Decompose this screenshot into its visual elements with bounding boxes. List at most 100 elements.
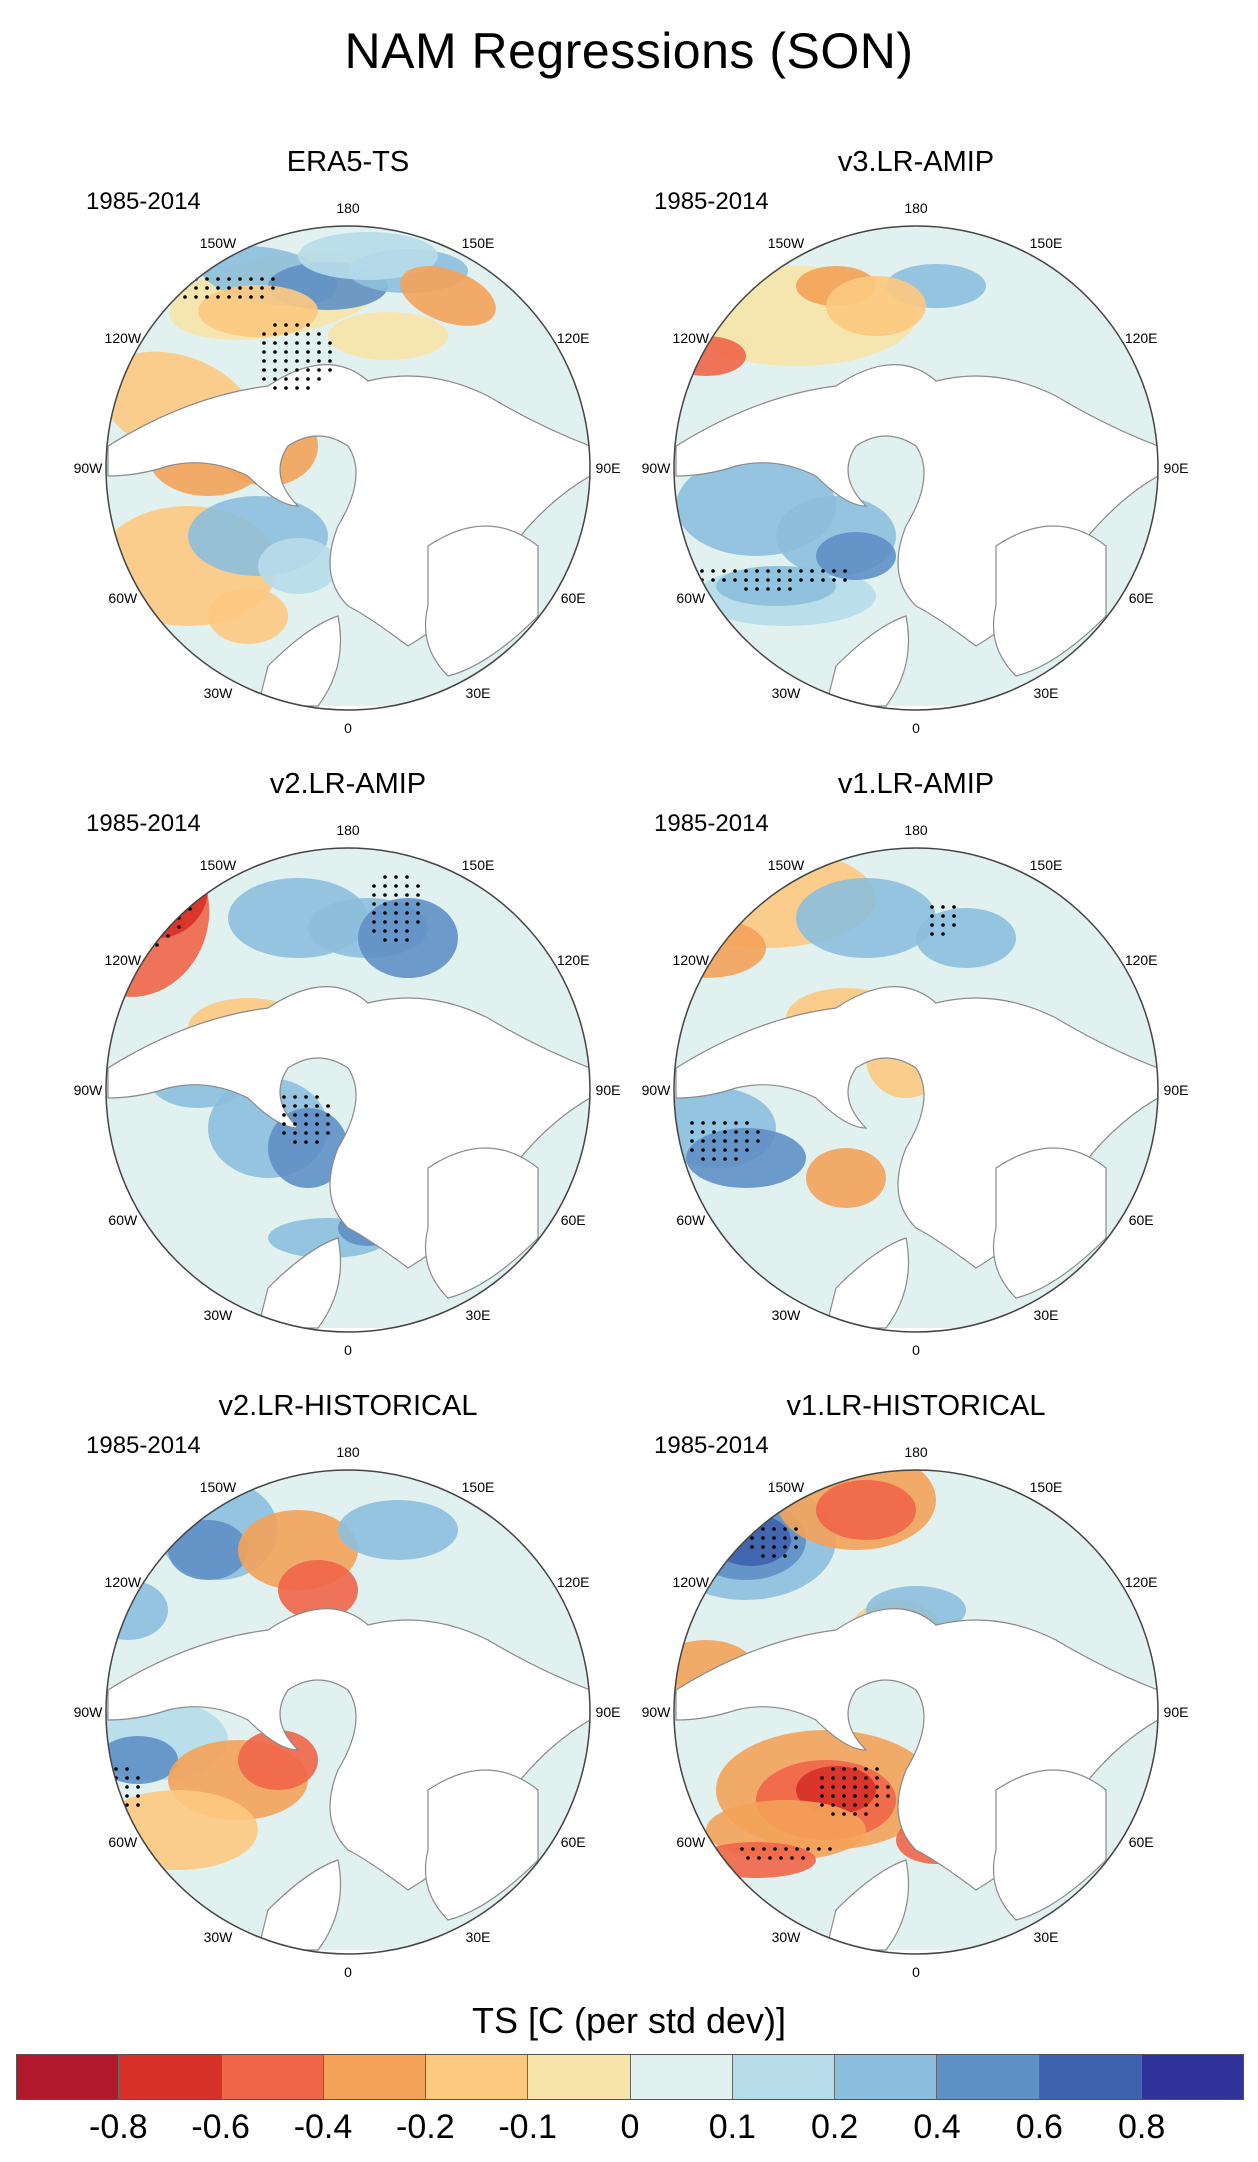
- significance-dot: [188, 898, 192, 902]
- significance-dot: [114, 1794, 118, 1798]
- panel-period: 1985-2014: [654, 810, 769, 837]
- longitude-label: 150E: [1030, 1479, 1063, 1495]
- significance-dot: [712, 1121, 716, 1125]
- significance-dot: [794, 1545, 798, 1549]
- colorbar-box: [17, 2055, 120, 2099]
- significance-dot: [701, 1157, 705, 1161]
- map-panel-v2-lr-amip: v2.LR-AMIP 1985-2014 180 150E 120E 90E 60E 30…: [68, 768, 628, 1358]
- longitude-label: 90E: [596, 460, 621, 476]
- significance-dot: [853, 1785, 857, 1789]
- longitude-label: 30E: [466, 1929, 491, 1945]
- longitude-label: 120E: [557, 1574, 590, 1590]
- significance-dot: [136, 1785, 140, 1789]
- significance-dot: [712, 1148, 716, 1152]
- significance-dot: [315, 1122, 319, 1126]
- significance-dot: [133, 916, 137, 920]
- significance-dot: [177, 898, 181, 902]
- longitude-label: 30W: [772, 1307, 802, 1323]
- map-fill: [106, 1470, 590, 1951]
- significance-dot: [293, 1095, 297, 1099]
- colorbar-box: [1141, 2055, 1243, 2099]
- significance-dot: [122, 889, 126, 893]
- significance-dot: [155, 853, 159, 857]
- significance-dot: [794, 1527, 798, 1531]
- significance-dot: [144, 862, 148, 866]
- significance-dot: [306, 341, 310, 345]
- anomaly-region: [168, 1520, 248, 1580]
- anomaly-region: [198, 285, 318, 337]
- significance-dot: [273, 341, 277, 345]
- longitude-label: 0: [344, 720, 352, 736]
- significance-dot: [875, 1794, 879, 1798]
- significance-dot: [282, 1104, 286, 1108]
- significance-dot: [177, 907, 181, 911]
- significance-dot: [317, 377, 321, 381]
- significance-dot: [284, 368, 288, 372]
- significance-dot: [262, 341, 266, 345]
- significance-dot: [772, 1536, 776, 1540]
- longitude-label: 30E: [466, 685, 491, 701]
- significance-dot: [853, 1812, 857, 1816]
- significance-dot: [761, 1536, 765, 1540]
- map-panel-v2-lr-historical: v2.LR-HISTORICAL 1985-2014 180 150E 120E 90…: [68, 1390, 628, 1980]
- polar-map: 180 150E 120E 90E 60E 30E 0 30W 60W 90W 120W 150W: [74, 200, 621, 736]
- longitude-label: 90E: [596, 1082, 621, 1098]
- map-panel-v1-lr-amip: v1.LR-AMIP 1985-2014 180 150E 120E 90E 60E 30…: [636, 768, 1196, 1358]
- significance-dot: [416, 920, 420, 924]
- significance-dot: [122, 880, 126, 884]
- significance-dot: [315, 1095, 319, 1099]
- significance-dot: [744, 578, 748, 582]
- significance-dot: [394, 911, 398, 915]
- significance-dot: [271, 286, 275, 290]
- significance-dot: [383, 884, 387, 888]
- significance-dot: [941, 905, 945, 909]
- significance-dot: [416, 884, 420, 888]
- significance-dot: [282, 1131, 286, 1135]
- polar-map: 180 150E 120E 90E 60E 30E 0 30W 60W 90W 120W 150W: [74, 1444, 621, 1980]
- significance-dot: [133, 907, 137, 911]
- map-border: [105, 847, 591, 1333]
- significance-dot: [155, 880, 159, 884]
- significance-dot: [326, 1131, 330, 1135]
- significance-dot: [842, 1803, 846, 1807]
- anomaly-region: [268, 1108, 348, 1188]
- significance-dot: [144, 871, 148, 875]
- significance-dot: [755, 587, 759, 591]
- significance-dot: [326, 1104, 330, 1108]
- panel-title: ERA5-TS: [286, 146, 410, 178]
- colorbar-box: [732, 2055, 835, 2099]
- significance-dot: [768, 1856, 772, 1860]
- map-fill: [106, 226, 590, 707]
- panel-title: v1.LR-HISTORICAL: [786, 1390, 1046, 1422]
- colorbar-box: [630, 2055, 733, 2099]
- significance-dot: [394, 929, 398, 933]
- significance-dot: [284, 323, 288, 327]
- significance-dot: [315, 1131, 319, 1135]
- land-mask: [424, 1147, 539, 1299]
- significance-dot: [295, 359, 299, 363]
- longitude-label: 150E: [1030, 235, 1063, 251]
- significance-dot: [260, 286, 264, 290]
- significance-dot: [133, 880, 137, 884]
- significance-dot: [304, 1122, 308, 1126]
- longitude-label: 60W: [676, 1212, 706, 1228]
- significance-dot: [273, 350, 277, 354]
- significance-dot: [238, 286, 242, 290]
- anomaly-region: [711, 1514, 791, 1566]
- significance-dot: [810, 569, 814, 573]
- significance-dot: [122, 925, 126, 929]
- significance-dot: [711, 578, 715, 582]
- significance-dot: [293, 1131, 297, 1135]
- significance-dot: [930, 905, 934, 909]
- longitude-label: 120W: [105, 952, 142, 968]
- anomaly-region: [400, 266, 496, 326]
- significance-dot: [842, 1794, 846, 1798]
- significance-dot: [155, 925, 159, 929]
- significance-dot: [777, 587, 781, 591]
- significance-dot: [734, 1148, 738, 1152]
- land-mask: [257, 1237, 342, 1329]
- anomaly-region: [208, 588, 288, 644]
- significance-dot: [205, 277, 209, 281]
- longitude-label: 150E: [1030, 857, 1063, 873]
- significance-dot: [262, 377, 266, 381]
